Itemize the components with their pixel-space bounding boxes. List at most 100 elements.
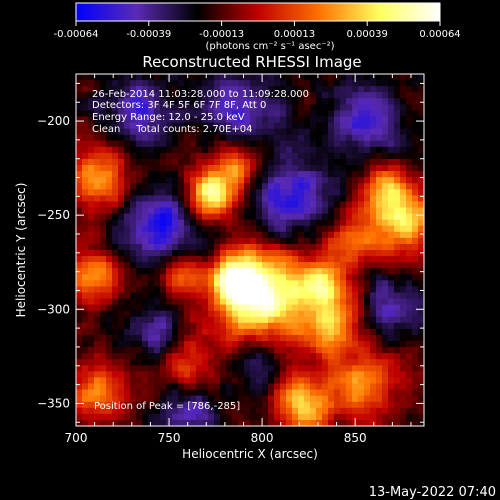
heatmap-cell	[346, 353, 353, 360]
heatmap-cell	[286, 383, 293, 391]
heatmap-cell	[328, 353, 335, 360]
heatmap-cell	[394, 128, 401, 136]
heatmap-cell	[364, 407, 371, 415]
heatmap-cell	[142, 365, 149, 372]
heatmap-cell	[310, 183, 317, 190]
heatmap-cell	[340, 262, 347, 269]
heatmap-cell	[262, 389, 269, 397]
heatmap-cell	[166, 353, 173, 360]
heatmap-cell	[262, 165, 269, 172]
heatmap-cell	[94, 268, 101, 275]
heatmap-cell	[304, 116, 311, 124]
heatmap-cell	[376, 389, 383, 397]
heatmap-cell	[286, 407, 293, 415]
heatmap-cell	[382, 268, 389, 275]
heatmap-cell	[238, 341, 245, 348]
heatmap-cell	[280, 334, 287, 342]
heatmap-cell	[142, 371, 149, 379]
heatmap-cell	[82, 389, 89, 397]
heatmap-cell	[358, 171, 365, 178]
heatmap-cell	[388, 177, 395, 184]
heatmap-cell	[130, 389, 137, 397]
heatmap-cell	[220, 262, 227, 269]
heatmap-cell	[226, 189, 233, 196]
heatmap-cell	[220, 341, 227, 348]
heatmap-cell	[334, 183, 341, 190]
heatmap-cell	[106, 92, 113, 99]
heatmap-cell	[202, 110, 209, 118]
heatmap-cell	[340, 116, 347, 124]
heatmap-cell	[118, 183, 125, 190]
heatmap-cell	[142, 304, 149, 312]
heatmap-cell	[394, 347, 401, 354]
heatmap-cell	[202, 274, 209, 281]
heatmap-cell	[232, 183, 239, 190]
heatmap-cell	[142, 213, 149, 221]
heatmap-cell	[154, 377, 161, 385]
heatmap-cell	[376, 98, 383, 105]
heatmap-cell	[238, 86, 245, 93]
heatmap-cell	[418, 341, 425, 348]
heatmap-cell	[220, 292, 227, 300]
heatmap-cell	[160, 413, 167, 421]
heatmap-cell	[400, 207, 407, 215]
heatmap-cell	[190, 401, 197, 409]
heatmap-cell	[298, 310, 305, 318]
heatmap-cell	[184, 104, 191, 112]
heatmap-cell	[358, 213, 365, 221]
heatmap-cell	[100, 243, 107, 251]
heatmap-cell	[322, 334, 329, 342]
heatmap-cell	[106, 177, 113, 184]
heatmap-cell	[316, 298, 323, 306]
heatmap-cell	[262, 383, 269, 391]
heatmap-cell	[334, 383, 341, 391]
heatmap-cell	[112, 304, 119, 312]
heatmap-cell	[418, 74, 425, 81]
heatmap-cell	[244, 274, 251, 281]
heatmap-cell	[388, 201, 395, 209]
heatmap-cell	[208, 207, 215, 215]
heatmap-cell	[172, 334, 179, 342]
heatmap-cell	[130, 140, 137, 148]
heatmap-cell	[220, 128, 227, 136]
heatmap-cell	[406, 86, 413, 93]
heatmap-cell	[94, 201, 101, 209]
heatmap-cell	[412, 195, 419, 203]
heatmap-cell	[280, 395, 287, 403]
heatmap-cell	[358, 395, 365, 403]
heatmap-cell	[310, 98, 317, 105]
heatmap-cell	[136, 328, 143, 336]
heatmap-cell	[382, 371, 389, 379]
heatmap-cell	[106, 316, 113, 324]
heatmap-cell	[340, 165, 347, 172]
heatmap-cell	[268, 225, 275, 233]
heatmap-cell	[376, 377, 383, 385]
heatmap-cell	[250, 128, 257, 136]
heatmap-cell	[382, 231, 389, 239]
heatmap-cell	[172, 195, 179, 203]
heatmap-cell	[82, 316, 89, 324]
heatmap-cell	[226, 158, 233, 166]
heatmap-cell	[214, 104, 221, 112]
heatmap-cell	[286, 328, 293, 336]
heatmap-cell	[214, 110, 221, 118]
heatmap-cell	[232, 359, 239, 366]
heatmap-cell	[88, 183, 95, 190]
heatmap-cell	[358, 134, 365, 142]
heatmap-cell	[172, 146, 179, 154]
heatmap-cell	[124, 80, 131, 87]
heatmap-cell	[130, 219, 137, 227]
heatmap-cell	[262, 334, 269, 342]
annotation-energy-range: Energy Range: 12.0 - 25.0 keV	[92, 112, 245, 123]
heatmap-cell	[358, 347, 365, 354]
heatmap-cell	[190, 110, 197, 118]
heatmap-cell	[208, 316, 215, 324]
heatmap-cell	[100, 104, 107, 112]
heatmap-cell	[280, 189, 287, 196]
heatmap-cell	[334, 334, 341, 342]
heatmap-cell	[370, 292, 377, 300]
heatmap-cell	[160, 274, 167, 281]
heatmap-cell	[214, 395, 221, 403]
heatmap-cell	[298, 243, 305, 251]
heatmap-cell	[334, 74, 341, 81]
